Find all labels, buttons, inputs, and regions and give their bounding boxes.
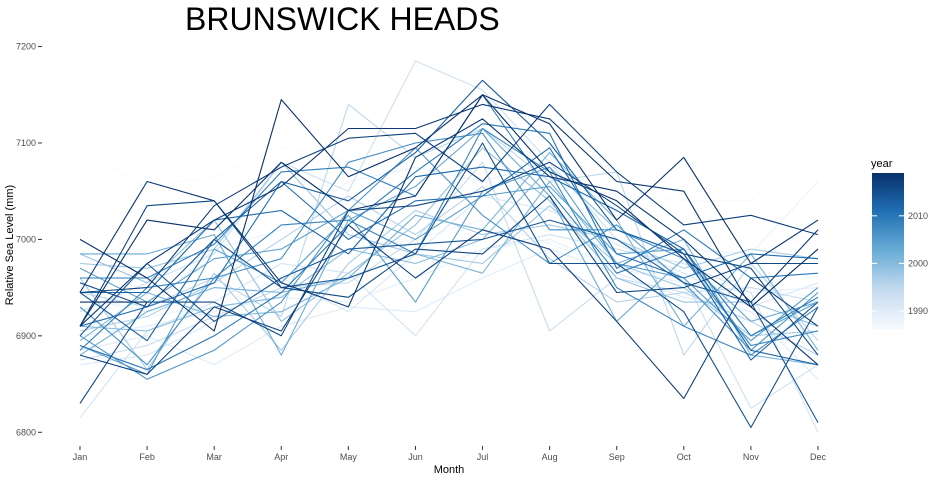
x-tick-label: Jun xyxy=(408,452,423,462)
series-line xyxy=(79,219,819,423)
series-line xyxy=(79,161,819,404)
series-line xyxy=(79,195,819,366)
series-line xyxy=(79,166,819,375)
series-line xyxy=(79,118,819,308)
legend-tick-label: 2010 xyxy=(908,211,928,221)
chart-title: BRUNSWICK HEADS xyxy=(185,1,500,37)
x-tick-label: Oct xyxy=(677,452,692,462)
series-line xyxy=(79,248,819,380)
legend-colorbar xyxy=(872,173,904,330)
series-line xyxy=(79,161,819,361)
x-axis-label: Month xyxy=(434,464,465,476)
series-line xyxy=(79,219,819,318)
y-axis: 6800 6900 7000 7100 7200 xyxy=(16,42,42,437)
series-line xyxy=(79,103,819,366)
series-line xyxy=(79,180,819,366)
y-tick-label: 7200 xyxy=(16,42,36,52)
series-line xyxy=(79,161,819,337)
x-tick-label: Jan xyxy=(73,452,88,462)
x-tick-label: Aug xyxy=(542,452,558,462)
series-line xyxy=(79,224,819,400)
x-tick-label: Mar xyxy=(206,452,222,462)
series-line xyxy=(79,103,819,356)
y-axis-label: Relative Sea Level (mm) xyxy=(4,185,16,305)
x-axis: Jan Feb Mar Apr May Jun Jul Aug Sep Oct Nov Dec xyxy=(73,446,827,462)
x-tick-label: Sep xyxy=(609,452,625,462)
x-tick-label: Dec xyxy=(810,452,827,462)
plot-area xyxy=(79,60,819,433)
series-line xyxy=(80,166,819,366)
series-line xyxy=(79,103,819,294)
series-line xyxy=(79,94,819,327)
series-line xyxy=(79,123,819,371)
y-tick-label: 6900 xyxy=(16,331,36,341)
legend-title: year xyxy=(871,158,893,170)
x-tick-label: Nov xyxy=(743,452,760,462)
x-tick-label: May xyxy=(340,452,358,462)
legend-tick-label: 1990 xyxy=(908,306,928,316)
series-line xyxy=(79,147,819,327)
x-tick-label: Jul xyxy=(477,452,489,462)
legend: year 1990 2000 2010 xyxy=(871,158,928,330)
series-line xyxy=(79,79,819,361)
series-line xyxy=(79,147,819,380)
x-tick-label: Feb xyxy=(139,452,155,462)
series-line xyxy=(79,195,818,327)
series-line xyxy=(79,94,819,332)
legend-tick-label: 2000 xyxy=(908,258,928,268)
x-tick-label: Apr xyxy=(274,452,288,462)
series-line xyxy=(79,60,819,409)
series-line xyxy=(79,128,819,202)
y-tick-label: 7100 xyxy=(16,138,36,148)
y-tick-label: 6800 xyxy=(16,427,36,437)
y-tick-label: 7000 xyxy=(16,234,36,244)
